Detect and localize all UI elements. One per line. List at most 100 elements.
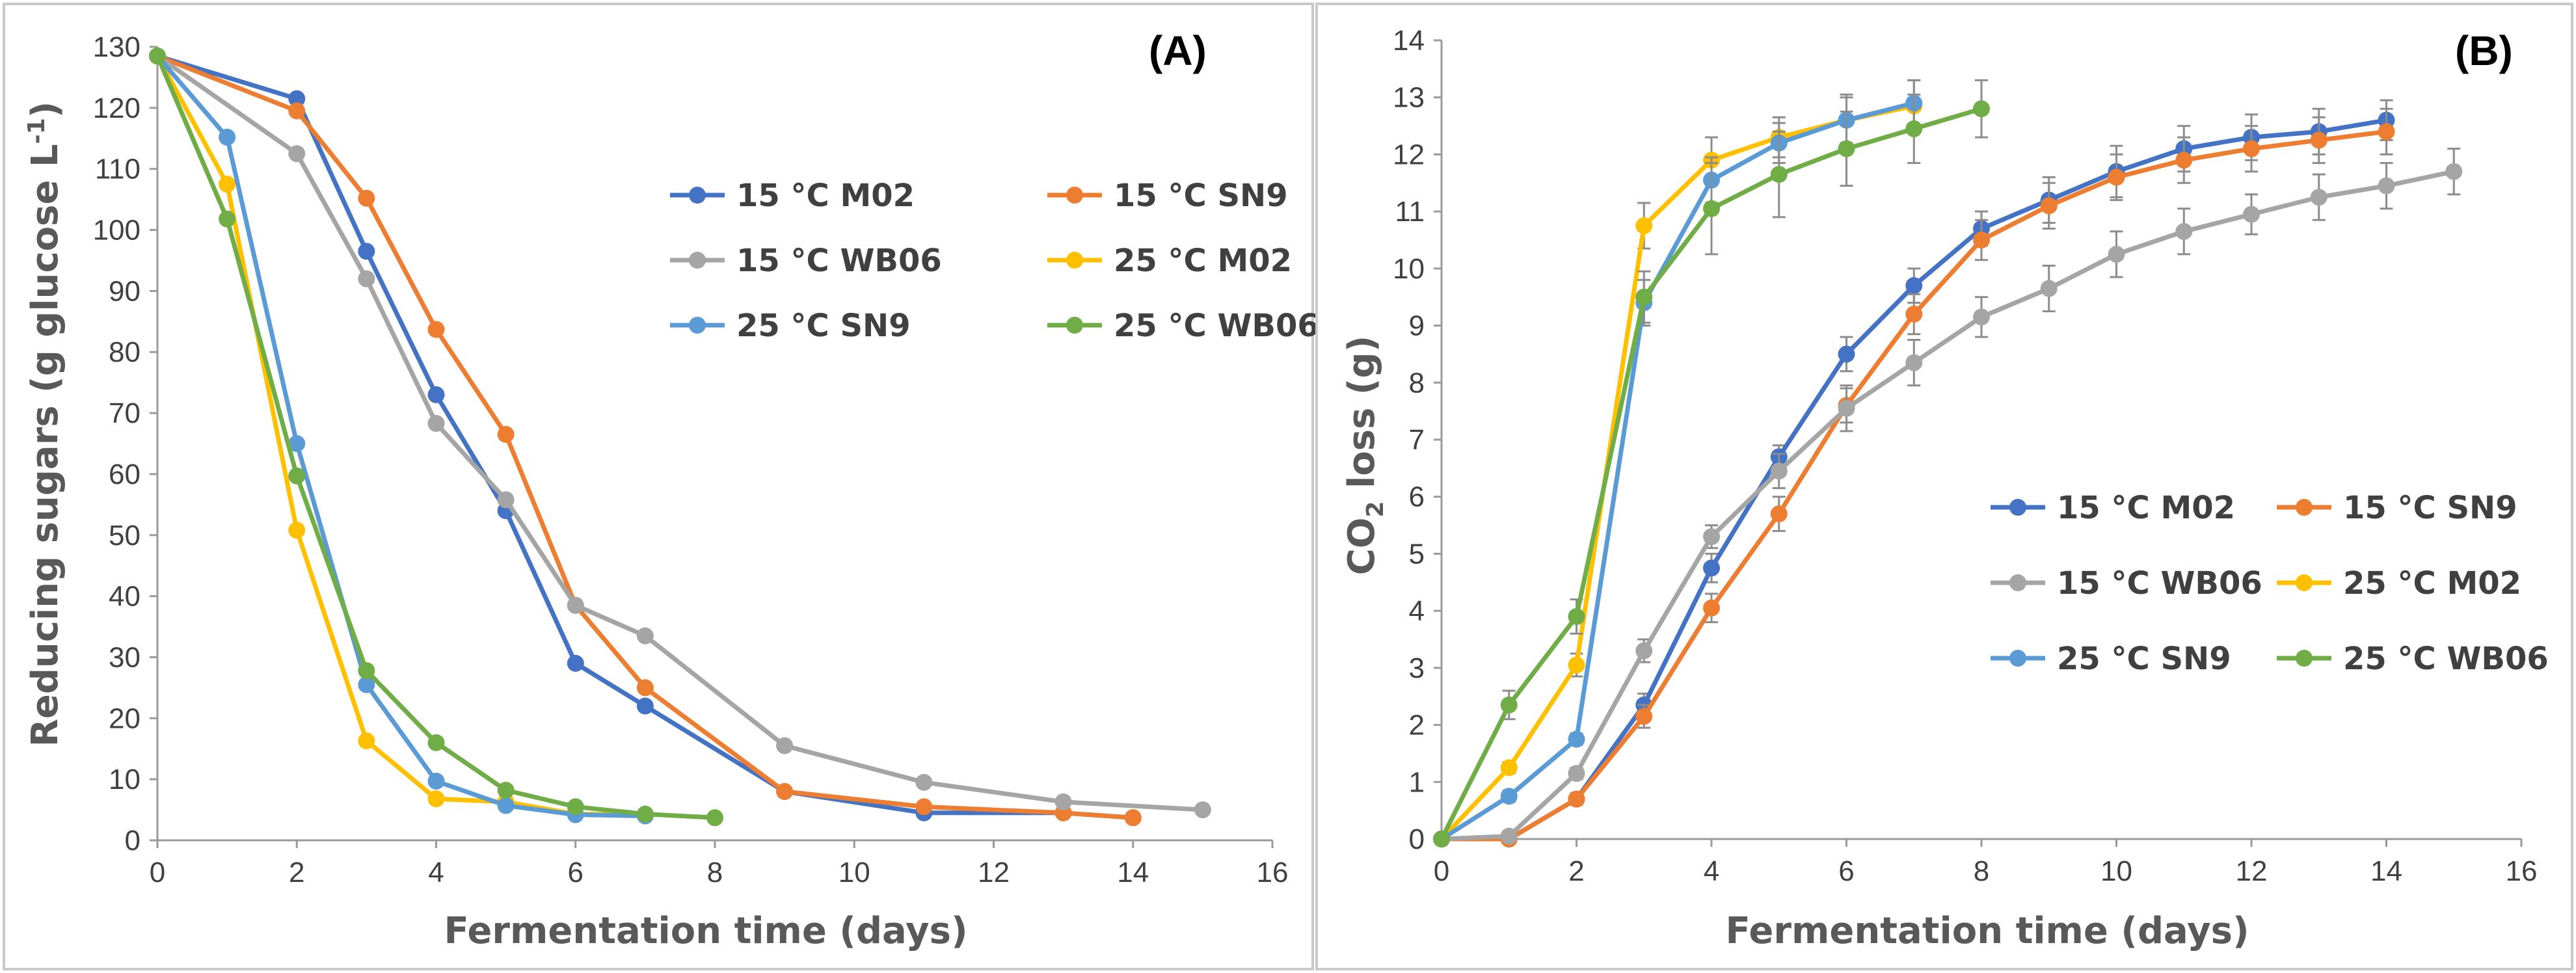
panel-b-legend: 15 °C M02 15 °C SN9 15 °C WB06 25 °C M02 25 … (1991, 490, 2549, 677)
y-tick-label: 70 (109, 397, 141, 429)
data-point (636, 697, 654, 715)
data-point (497, 782, 515, 799)
data-point (288, 102, 306, 120)
legend-item: 15 °C SN9 (1047, 178, 1288, 214)
panel-b-label: (B) (2455, 27, 2513, 74)
legend-label: 25 °C M02 (1114, 243, 1292, 279)
data-point (2175, 152, 2193, 169)
data-point (1500, 696, 1518, 713)
y-tick-label: 130 (93, 31, 141, 63)
data-point (427, 734, 445, 751)
legend-marker (2296, 650, 2313, 667)
legend-item: 15 °C WB06 (1991, 565, 2262, 602)
data-point (2040, 280, 2058, 297)
data-point (497, 425, 515, 443)
series-line (1439, 169, 2456, 842)
legend-label: 15 °C SN9 (2343, 490, 2517, 526)
data-point (2243, 206, 2260, 223)
data-point (1124, 809, 1142, 827)
y-tick-label: 90 (109, 275, 141, 307)
data-point (1703, 200, 1720, 217)
legend-label: 25 °C M02 (2343, 565, 2521, 602)
y-tick-label: 11 (1395, 196, 1425, 228)
legend-marker (2296, 574, 2313, 591)
y-tick-label: 30 (109, 641, 141, 673)
data-point (288, 145, 306, 163)
panel-a-legend: 15 °C M02 15 °C SN9 15 °C WB06 25 °C M02 25 … (670, 178, 1319, 344)
data-point (776, 782, 794, 800)
data-point (1635, 288, 1653, 306)
legend-item: 25 °C M02 (2277, 565, 2521, 602)
data-point (497, 491, 515, 509)
panel-a-ylabel-main: Reducing sugars (g glucose L (24, 144, 66, 747)
data-point (288, 90, 306, 107)
data-point (1568, 765, 1585, 782)
legend-marker (689, 252, 706, 269)
y-tick-label: 50 (109, 520, 141, 552)
data-point (1973, 232, 1990, 248)
panel-b-xlabel: Fermentation time (days) (1725, 910, 2249, 952)
data-point (706, 809, 723, 827)
data-point (358, 189, 375, 207)
data-point (1770, 462, 1788, 480)
legend-marker (1066, 252, 1083, 269)
panel-a-ylabel-sup: -1 (23, 118, 50, 144)
x-tick-label: 12 (978, 857, 1010, 888)
x-tick-label: 2 (289, 857, 304, 888)
data-point (1973, 308, 1990, 326)
data-point (2378, 123, 2395, 140)
legend-item: 15 °C WB06 (670, 243, 942, 279)
y-tick-label: 10 (1393, 253, 1425, 285)
data-point (358, 662, 375, 680)
data-point (1703, 559, 1720, 577)
data-point (1568, 730, 1585, 748)
series-25-c-wb06 (149, 47, 723, 827)
data-point (1635, 708, 1653, 725)
data-point (427, 790, 445, 808)
data-point (288, 435, 306, 452)
legend-marker (2009, 499, 2026, 516)
legend-label: 25 °C WB06 (2343, 641, 2549, 677)
data-point (358, 243, 375, 260)
data-point (1973, 100, 1990, 118)
legend-label: 25 °C WB06 (1114, 308, 1319, 344)
data-point (427, 321, 445, 338)
legend-item: 15 °C M02 (1991, 490, 2235, 526)
panel-b-series (1433, 79, 2463, 847)
legend-item: 25 °C WB06 (2277, 641, 2549, 677)
legend-item: 25 °C SN9 (670, 308, 911, 344)
data-point (776, 737, 794, 754)
data-point (288, 522, 306, 539)
data-point (567, 798, 584, 816)
panel-b-ylabel-sub: 2 (1362, 501, 1389, 517)
data-point (1635, 642, 1653, 660)
y-tick-label: 60 (109, 459, 141, 490)
legend-marker (2009, 574, 2026, 591)
legend-item: 25 °C WB06 (1047, 308, 1319, 344)
panel-a-xlabel: Fermentation time (days) (444, 910, 967, 952)
panel-b-ylabel: CO2 loss (g) (1341, 336, 1389, 575)
panel-a-frame (3, 3, 1314, 970)
data-point (1838, 345, 1855, 363)
panel-a-ylabel-end: ) (24, 101, 66, 118)
panel-b: (B) CO2 loss (g) Fermentation time (days… (1315, 3, 2573, 970)
data-point (1905, 306, 1923, 323)
x-tick-label: 6 (568, 857, 584, 888)
data-point (636, 627, 654, 645)
data-point (219, 176, 236, 193)
x-tick-label: 10 (839, 857, 870, 888)
x-tick-label: 16 (2506, 855, 2538, 887)
y-tick-label: 0 (125, 825, 141, 857)
data-point (358, 676, 375, 693)
x-tick-label: 10 (2100, 855, 2132, 887)
series-line (155, 53, 648, 818)
x-tick-label: 8 (707, 857, 723, 888)
data-point (915, 773, 933, 791)
x-tick-label: 0 (1434, 855, 1449, 887)
data-point (1703, 528, 1720, 546)
data-point (149, 47, 166, 65)
series-15-c-m02 (149, 47, 1142, 827)
data-point (2175, 222, 2193, 240)
legend-item: 15 °C SN9 (2277, 490, 2517, 526)
